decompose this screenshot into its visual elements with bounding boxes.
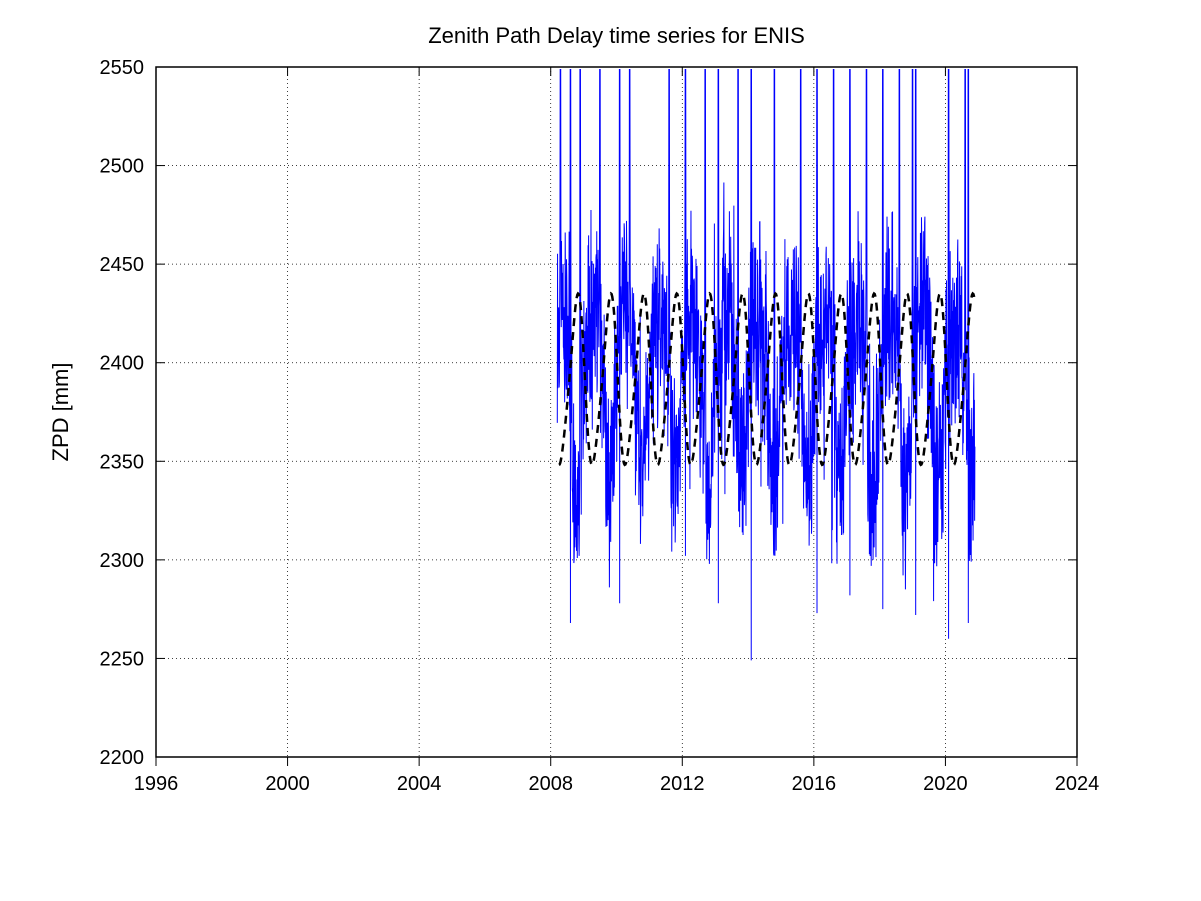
x-tick-label: 2004 [397,773,442,795]
chart-container: 1996 2000 2004 2008 2012 2016 2020 2024 2200 2250… [0,0,1201,901]
y-tick-label: 2400 [100,353,145,375]
x-tick-label: 1996 [134,773,179,795]
y-axis-label: ZPD [mm] [48,363,73,462]
y-tick-label: 2450 [100,254,145,276]
x-tick-label: 2008 [528,773,573,795]
zpd-time-series-chart: 1996 2000 2004 2008 2012 2016 2020 2024 2200 2250… [0,0,1201,901]
chart-title: Zenith Path Delay time series for ENIS [428,23,805,48]
y-tick-label: 2300 [100,550,145,572]
y-tick-label: 2350 [100,451,145,473]
x-tick-label: 2012 [660,773,705,795]
x-tick-label: 2024 [1055,773,1100,795]
y-tick-label: 2550 [100,57,145,79]
x-tick-label: 2000 [265,773,310,795]
y-tick-label: 2200 [100,747,145,769]
y-tick-label: 2500 [100,156,145,178]
x-tick-label: 2020 [923,773,968,795]
y-tick-label: 2250 [100,648,145,670]
x-tick-label: 2016 [792,773,837,795]
